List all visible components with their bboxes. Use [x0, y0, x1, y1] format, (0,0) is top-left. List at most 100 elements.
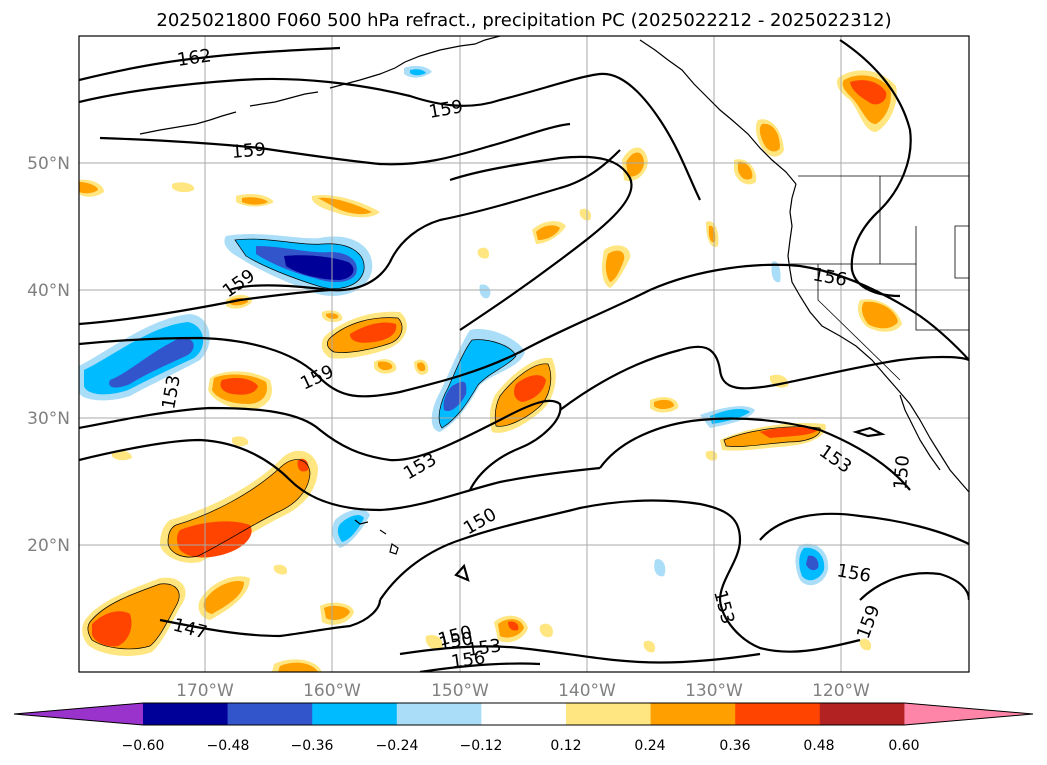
colorbar-border: [13, 702, 1034, 726]
precip-negative-area: [84, 322, 204, 395]
shading-outline: [87, 583, 180, 650]
coastline-alaska: [329, 36, 501, 89]
precip-positive-area: [536, 225, 560, 240]
precip-positive-area: [514, 375, 546, 402]
shading-outline: [723, 426, 821, 447]
coastline-aleutians: [139, 111, 237, 135]
precip-positive-area: [324, 605, 350, 620]
precip-positive-area: [297, 458, 309, 472]
colorbar-tick-label: 0.36: [719, 738, 750, 754]
precip-positive-area: [539, 623, 553, 638]
refractivity-contours: [79, 39, 969, 672]
precip-positive-area: [417, 362, 426, 372]
colorbar: −0.60 −0.48 −0.36 −0.24 −0.12 0.12 0.24 …: [13, 702, 1034, 754]
border-state: [817, 264, 901, 381]
colorbar-segment: [396, 703, 482, 725]
contour-153-ring: [454, 563, 470, 582]
precip-negative-area: [771, 261, 781, 283]
contour-153: [79, 399, 562, 491]
precip-positive-area: [508, 621, 519, 631]
colorbar-tick-label: −0.24: [376, 738, 419, 754]
latitude-labels: 50°N 40°N 30°N 20°N: [27, 154, 70, 556]
lat-label-30n: 30°N: [27, 409, 70, 429]
contour-150-west-coast: [839, 39, 912, 298]
shading-outline: [327, 317, 403, 353]
shading-outline: [494, 363, 552, 427]
colorbar-tick-label: −0.48: [207, 738, 250, 754]
lon-label-120w: 120°W: [812, 681, 870, 701]
precip-positive-area: [643, 640, 656, 653]
colorbar-extend-min: [14, 703, 143, 725]
lat-label-50n: 50°N: [27, 154, 70, 174]
contour-156-south: [759, 512, 969, 545]
precip-negative-area: [410, 69, 426, 76]
contour-159-north: [79, 72, 701, 201]
precip-positive-area: [177, 521, 252, 558]
colorbar-segment: [481, 703, 567, 725]
precip-positive-area: [350, 322, 397, 343]
contour-label: 159: [231, 139, 267, 163]
contour-label: 150: [890, 454, 914, 490]
precip-positive-area: [861, 301, 898, 329]
contour-closed-small: [852, 426, 886, 438]
lat-label-20n: 20°N: [27, 536, 70, 556]
precip-positive-area: [859, 638, 872, 651]
colorbar-segment: [566, 703, 652, 725]
contour-label: 153: [466, 635, 503, 661]
colorbar-segment: [819, 703, 905, 725]
longitude-labels: 170°W 160°W 150°W 140°W 130°W 120°W: [176, 681, 870, 701]
contour-147: [159, 599, 382, 638]
precip-positive-area: [738, 161, 753, 180]
precip-positive-area: [425, 634, 443, 651]
precip-positive-area: [850, 80, 887, 105]
border-state: [915, 264, 969, 331]
precip-negative-area: [806, 555, 819, 571]
colorbar-tick-labels: −0.60 −0.48 −0.36 −0.24 −0.12 0.12 0.24 …: [122, 738, 920, 754]
precip-positive-area: [759, 123, 780, 152]
contour-label: 156: [450, 647, 487, 673]
lon-label-150w: 150°W: [431, 681, 489, 701]
political-boundaries: [790, 175, 969, 381]
contour-159-mid: [99, 122, 571, 166]
coastline-alaska: [249, 91, 319, 107]
precip-negative-area: [479, 284, 491, 299]
colorbar-tick-label: −0.12: [460, 738, 503, 754]
coastline-gulf-alaska: [639, 39, 797, 185]
colorbar-tick-label: 0.48: [803, 738, 834, 754]
map-title: 2025021800 F060 500 hPa refract., precip…: [156, 10, 891, 31]
colorbar-tick-label: 0.24: [634, 738, 665, 754]
precip-positive-area: [242, 197, 268, 205]
precip-positive-area: [112, 450, 132, 461]
precip-positive-area: [79, 182, 98, 194]
coastline-west-coast: [787, 183, 969, 493]
colorbar-segment: [735, 703, 821, 725]
lon-label-140w: 140°W: [558, 681, 616, 701]
contour-150: [79, 438, 601, 512]
colorbar-segment: [650, 703, 736, 725]
coastline-baja: [899, 394, 941, 471]
precip-positive-area: [477, 247, 490, 259]
colorbar-segment: [227, 703, 313, 725]
precip-positive-area: [232, 436, 249, 447]
colorbar-segment: [312, 703, 398, 725]
contour-150-east: [559, 345, 969, 411]
lon-label-170w: 170°W: [176, 681, 234, 701]
precip-positive-area: [579, 208, 592, 221]
precip-negative-area: [710, 409, 750, 424]
precip-positive-area: [172, 182, 195, 193]
contour-153-east: [599, 417, 911, 491]
colorbar-extend-max: [904, 703, 1033, 725]
colorbar-tick-label: −0.36: [291, 738, 334, 754]
coastline-hawaii: [354, 519, 399, 555]
contour-label: 162: [176, 45, 213, 71]
precip-positive-area: [278, 662, 318, 672]
precip-positive-area: [378, 361, 393, 371]
colorbar-tick-label: 0.60: [888, 738, 919, 754]
contour-159-closed-low: [229, 149, 621, 292]
lat-label-40n: 40°N: [27, 281, 70, 301]
precip-negative-area: [654, 559, 666, 577]
colorbar-tick-label: 0.12: [550, 738, 581, 754]
map-frame: [78, 35, 970, 673]
precip-positive-area: [220, 378, 258, 395]
